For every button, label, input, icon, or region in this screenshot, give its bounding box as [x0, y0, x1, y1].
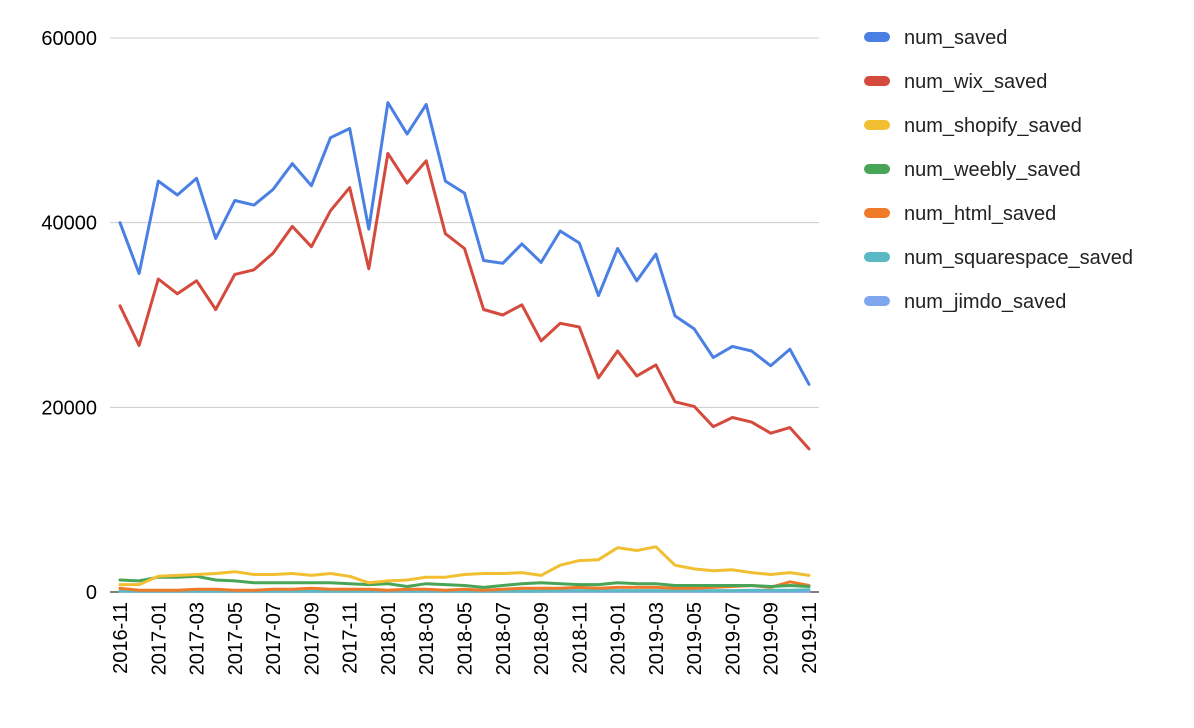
legend-label-num-wix-saved: num_wix_saved: [904, 71, 1047, 93]
x-tick-label: 2017-03: [187, 602, 209, 675]
legend-label-num-weebly-saved: num_weebly_saved: [904, 159, 1081, 181]
x-tick-label: 2017-07: [263, 602, 285, 675]
legend-label-num-saved: num_saved: [904, 27, 1007, 49]
y-tick-label: 60000: [41, 28, 97, 50]
legend-swatch-num-wix-saved: [864, 76, 890, 86]
legend-swatch-num-saved: [864, 32, 890, 42]
x-tick-label: 2018-07: [493, 602, 515, 675]
legend: num_saved num_wix_saved num_shopify_savedn…: [864, 27, 1133, 313]
legend-swatch-num-shopify-saved: [864, 120, 890, 130]
x-tick-label: 2016-11: [110, 602, 132, 674]
legend-swatch-num-weebly-saved: [864, 164, 890, 174]
y-tick-label: 20000: [41, 397, 97, 419]
series-line-num-shopify-saved: [118, 545, 811, 587]
x-tick-label: 2017-11: [340, 602, 362, 674]
series-line-num-html-saved: [118, 580, 811, 592]
legend-label-num-html-saved: num_html_saved: [904, 203, 1056, 225]
legend-label-num-jimdo-saved: num_jimdo_saved: [904, 291, 1066, 313]
series-group: [118, 101, 811, 593]
x-tick-label: 2018-09: [531, 602, 553, 675]
series-line-num-wix-saved: [118, 151, 811, 451]
legend-swatch-num-html-saved: [864, 208, 890, 218]
legend-label-num-shopify-saved: num_shopify_saved: [904, 115, 1082, 137]
legend-label-num-squarespace-saved: num_squarespace_saved: [904, 247, 1133, 269]
x-tick-label: 2017-01: [148, 602, 170, 675]
x-tick-label: 2019-07: [722, 602, 744, 675]
y-tick-label: 0: [86, 582, 97, 604]
x-tick-label: 2019-03: [646, 602, 668, 675]
x-tick-label: 2018-11: [569, 602, 591, 674]
series-line-num-saved: [118, 101, 811, 386]
x-tick-label: 2019-01: [608, 602, 630, 675]
x-tick-label: 2017-05: [225, 602, 247, 675]
x-tick-label: 2019-05: [684, 602, 706, 675]
y-tick-label: 40000: [41, 213, 97, 235]
x-tick-label: 2017-09: [301, 602, 323, 675]
legend-swatch-num-squarespace-saved: [864, 252, 890, 262]
x-tick-label: 2019-11: [799, 602, 821, 674]
x-tick-label: 2019-09: [761, 602, 783, 675]
series-line-num-weebly-saved: [118, 574, 811, 589]
x-tick-label: 2018-03: [416, 602, 438, 675]
x-tick-label: 2018-05: [455, 602, 477, 675]
legend-swatch-num-jimdo-saved: [864, 296, 890, 306]
x-tick-label: 2018-01: [378, 602, 400, 675]
